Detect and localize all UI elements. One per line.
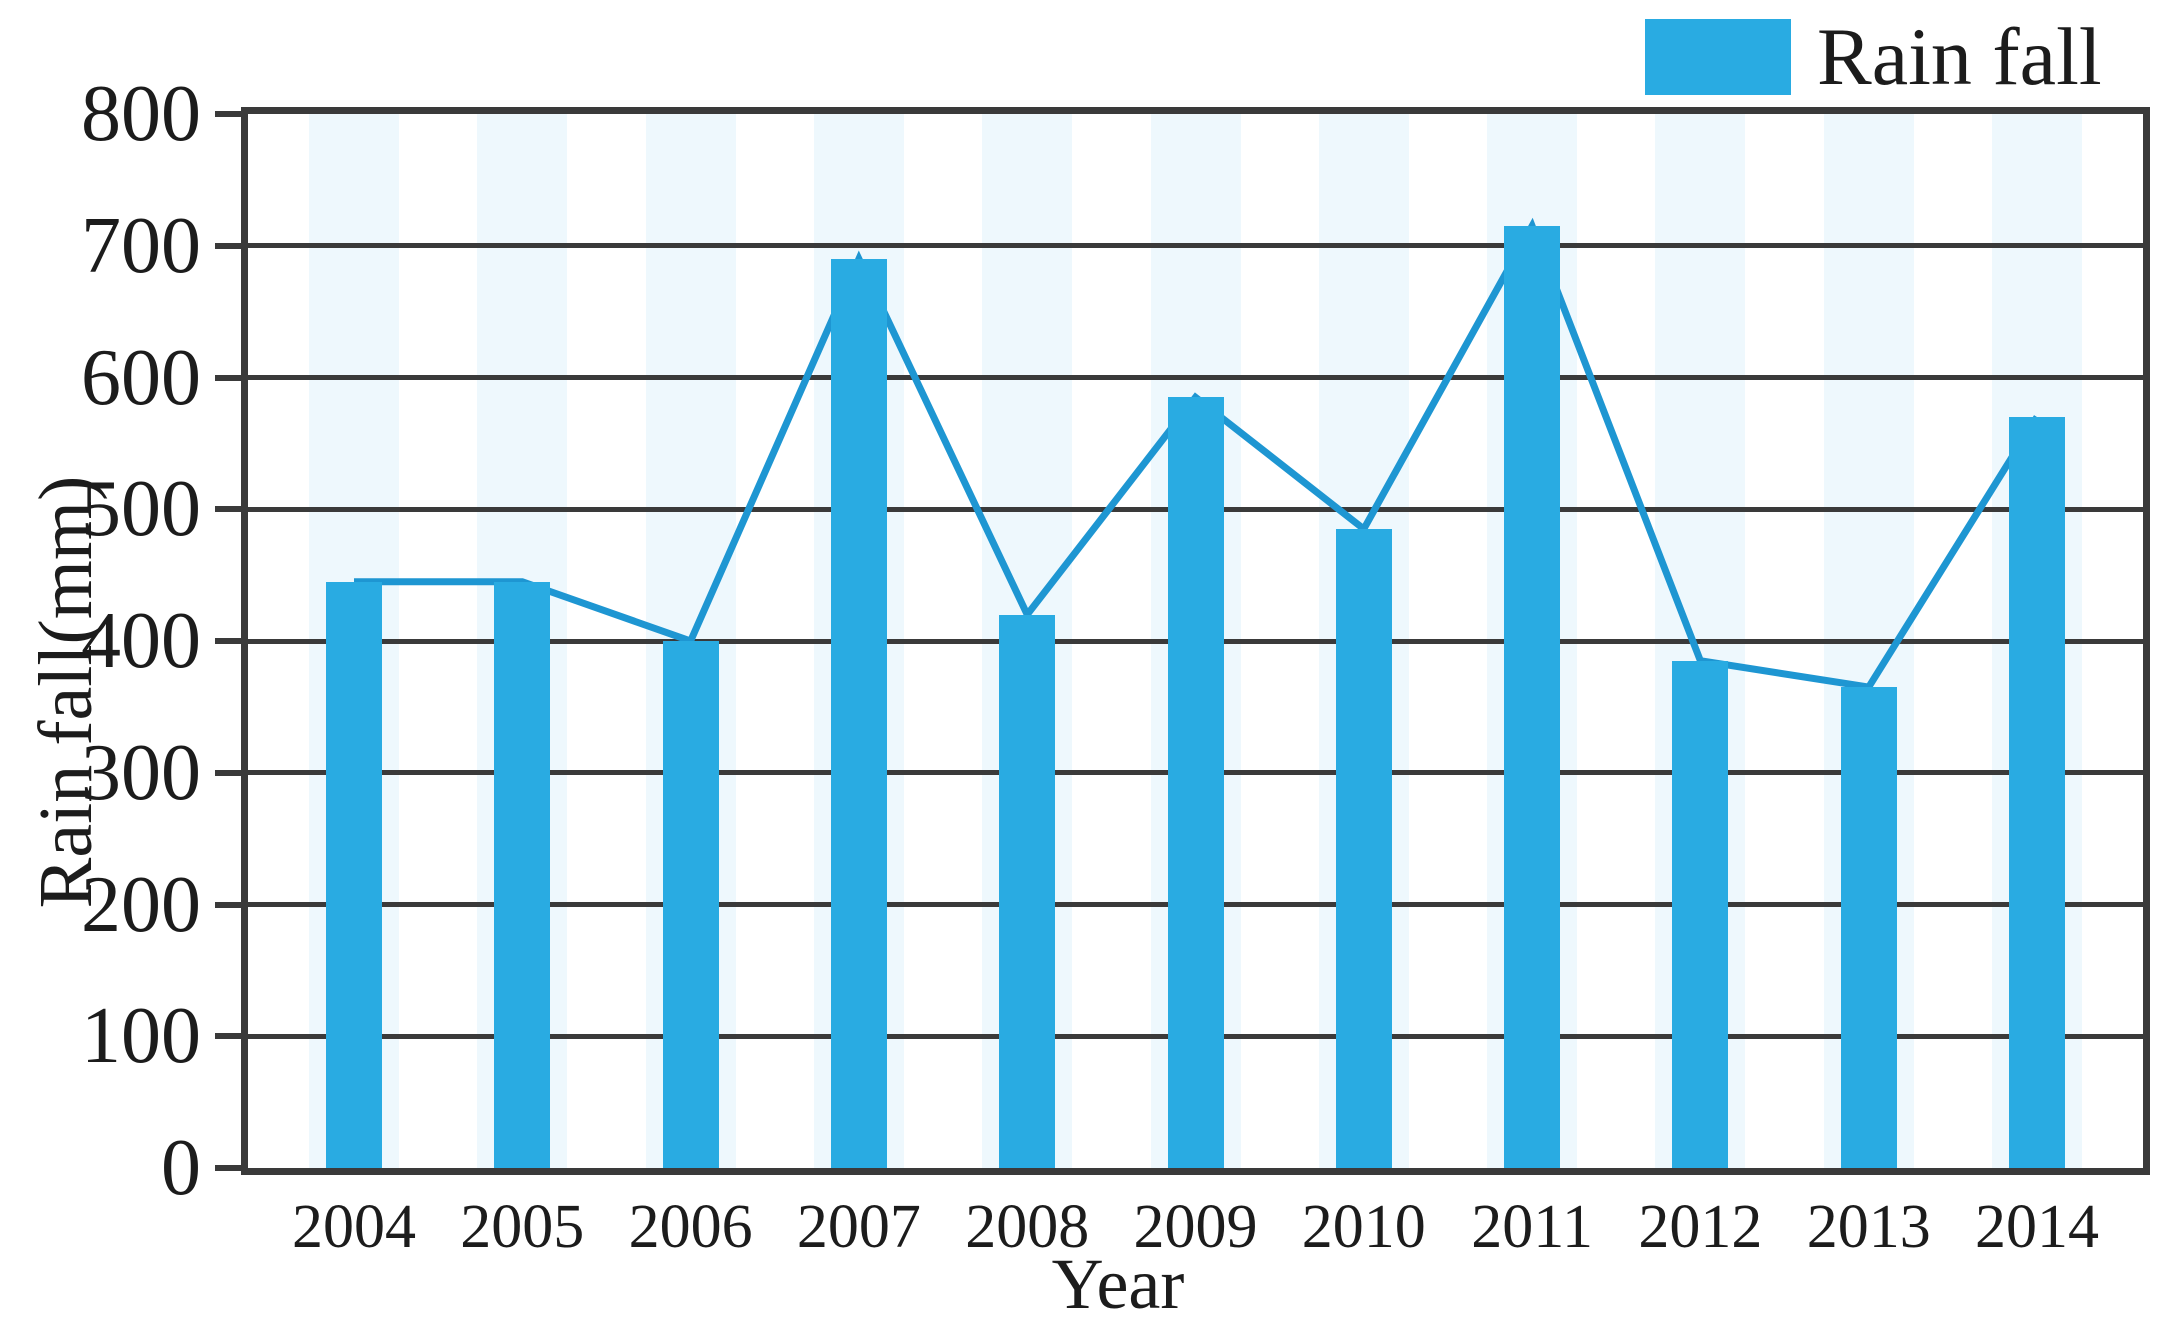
y-tick-500	[215, 506, 241, 513]
bar-2014	[2009, 417, 2065, 1168]
y-tick-600	[215, 374, 241, 381]
y-tick-800	[215, 111, 241, 117]
gridline-600	[248, 375, 2143, 380]
y-tick-100	[215, 1033, 241, 1040]
y-tick-label-400: 400	[81, 597, 201, 685]
bar-2010	[1335, 529, 1392, 1168]
y-tick-label-100: 100	[81, 992, 201, 1081]
y-tick-400	[215, 638, 241, 644]
y-tick-0	[215, 1165, 241, 1171]
legend-swatch	[1645, 19, 1791, 95]
legend-label: Rain fall	[1817, 11, 2102, 102]
chart-legend: Rain fall	[1645, 16, 2102, 98]
bar-2005	[494, 581, 551, 1168]
gridline-700	[248, 243, 2143, 249]
y-tick-label-800: 800	[81, 70, 201, 158]
x-tick-label-2011: 2011	[1471, 1193, 1593, 1261]
y-tick-700	[215, 242, 241, 249]
bar-2006	[662, 641, 719, 1168]
x-tick-label-2004: 2004	[292, 1193, 416, 1261]
y-tick-300	[215, 769, 241, 776]
y-tick-label-500: 500	[81, 465, 201, 554]
x-tick-label-2012: 2012	[1638, 1193, 1763, 1261]
bar-2009	[1167, 397, 1224, 1168]
bar-2011	[1504, 225, 1561, 1168]
bar-2004	[326, 581, 382, 1168]
x-tick-label-2007: 2007	[796, 1193, 921, 1261]
x-tick-label-2005: 2005	[460, 1193, 585, 1261]
x-tick-label-2010: 2010	[1301, 1193, 1426, 1261]
x-tick-label-2009: 2009	[1133, 1193, 1258, 1261]
y-tick-label-0: 0	[161, 1124, 201, 1212]
x-tick-label-2014: 2014	[1975, 1193, 2099, 1261]
x-tick-label-2013: 2013	[1806, 1193, 1931, 1261]
x-axis-title: Year	[1051, 1244, 1185, 1324]
bar-2013	[1840, 687, 1897, 1168]
bar-2008	[999, 614, 1056, 1168]
y-tick-label-300: 300	[81, 728, 201, 817]
bar-2007	[830, 258, 887, 1168]
y-tick-200	[215, 901, 241, 908]
y-tick-label-200: 200	[81, 860, 201, 949]
y-tick-label-600: 600	[81, 333, 201, 422]
bar-2012	[1672, 660, 1729, 1168]
plot-area	[241, 107, 2150, 1175]
y-tick-label-700: 700	[81, 201, 201, 290]
x-tick-label-2006: 2006	[628, 1193, 753, 1261]
x-tick-label-2008: 2008	[965, 1193, 1090, 1261]
